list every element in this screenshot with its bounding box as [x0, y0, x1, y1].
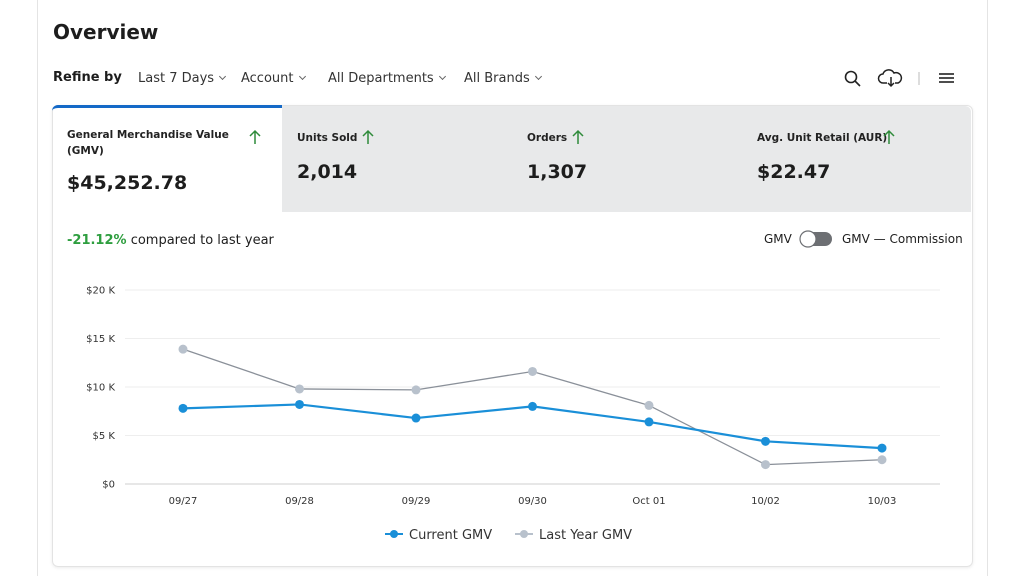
- page-title: Overview: [53, 20, 159, 44]
- toggle-left-label: GMV: [764, 232, 792, 246]
- data-point: [877, 443, 887, 453]
- x-tick-label: 09/29: [402, 496, 431, 507]
- y-tick-label: $5 K: [93, 431, 116, 442]
- x-tick-label: Oct 01: [632, 496, 665, 507]
- metric-value: $22.47: [757, 161, 831, 183]
- filter-dropdown[interactable]: Last 7 Days: [138, 71, 225, 86]
- data-point: [761, 460, 770, 470]
- metric-value: $45,252.78: [67, 172, 188, 194]
- toggle-switch[interactable]: [798, 229, 834, 249]
- filter-dropdown[interactable]: All Brands: [464, 71, 541, 86]
- x-tick-label: 09/27: [169, 496, 198, 507]
- data-point: [877, 455, 887, 465]
- search-icon[interactable]: [844, 70, 861, 87]
- series-line: [182, 403, 883, 450]
- data-point: [295, 399, 304, 409]
- y-tick-label: $20 K: [86, 286, 115, 297]
- change-value: -21.12%: [67, 233, 127, 248]
- active-tile[interactable]: [52, 105, 282, 212]
- chart: $0 $5 K $10 K $15 K $20 K 09/27 09/28 09/29 09/3…: [86, 286, 940, 543]
- y-tick-label: $15 K: [86, 334, 115, 345]
- y-tick-label: $0: [102, 480, 115, 491]
- x-tick-label: 10/02: [751, 496, 780, 507]
- refine-label: Refine by: [53, 70, 122, 85]
- toolbar-icons: [844, 69, 954, 88]
- legend-label: Last Year GMV: [539, 528, 632, 543]
- data-point: [644, 400, 654, 410]
- legend-label: Current GMV: [409, 528, 492, 543]
- metric-tiles: [282, 106, 971, 212]
- legend-swatch: [390, 530, 398, 538]
- filter-dropdown[interactable]: All Departments: [328, 71, 445, 86]
- data-point: [644, 417, 654, 427]
- x-tick-label: 09/30: [518, 496, 547, 507]
- frame-edge: [37, 0, 38, 576]
- legend-swatch: [520, 530, 528, 538]
- overview-card: [52, 105, 973, 567]
- metric-value: 2,014: [297, 161, 358, 183]
- download-icon[interactable]: [877, 69, 903, 88]
- menu-icon[interactable]: [939, 73, 954, 83]
- comparison-text: compared to last year: [130, 233, 274, 248]
- data-point: [411, 413, 421, 423]
- filter-dropdown[interactable]: Account: [241, 71, 305, 86]
- metric-label: Avg. Unit Retail (AUR): [757, 132, 888, 144]
- data-point: [411, 385, 421, 395]
- toggle-right-label: GMV — Commission: [842, 232, 963, 246]
- data-point: [528, 401, 537, 411]
- data-point: [178, 403, 188, 413]
- frame-edge: [987, 0, 988, 576]
- metric-value: 1,307: [527, 161, 588, 183]
- data-point: [761, 436, 770, 446]
- x-tick-label: 09/28: [285, 496, 314, 507]
- y-tick-label: $10 K: [86, 383, 115, 394]
- x-tick-label: 10/03: [868, 496, 897, 507]
- data-point: [528, 366, 537, 376]
- metric-label: Units Sold: [297, 132, 358, 144]
- data-point: [178, 344, 188, 354]
- metric-label: General Merchandise Value (GMV): [67, 129, 229, 157]
- metric-label: Orders: [527, 132, 568, 144]
- comparison: -21.12% compared to last year: [67, 233, 274, 248]
- data-point: [295, 384, 304, 394]
